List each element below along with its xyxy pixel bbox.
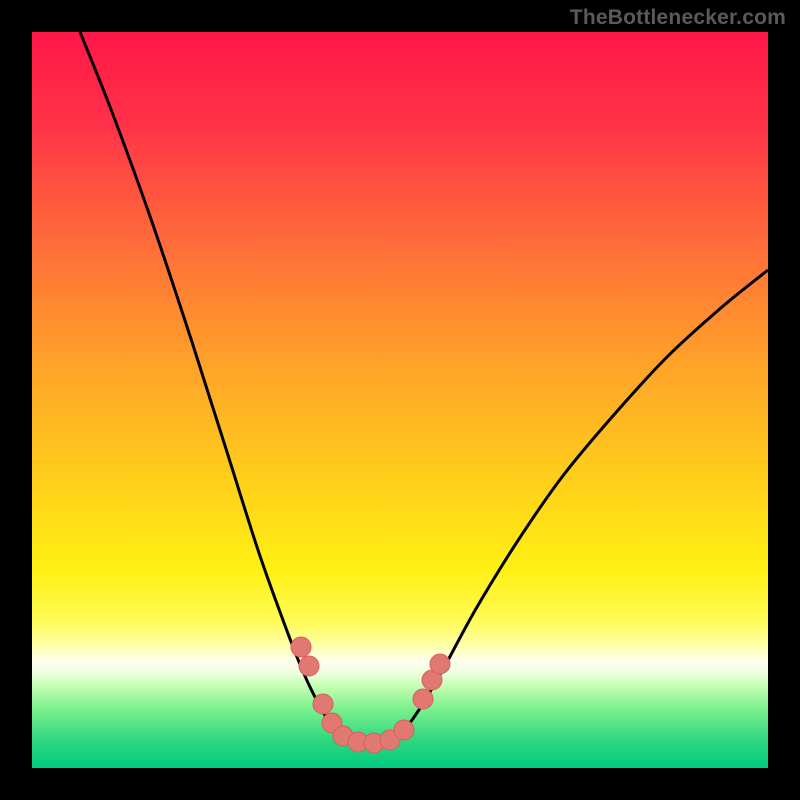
watermark-text: TheBottlenecker.com (570, 6, 786, 30)
gradient-background (32, 32, 768, 768)
plot-area (32, 32, 768, 768)
